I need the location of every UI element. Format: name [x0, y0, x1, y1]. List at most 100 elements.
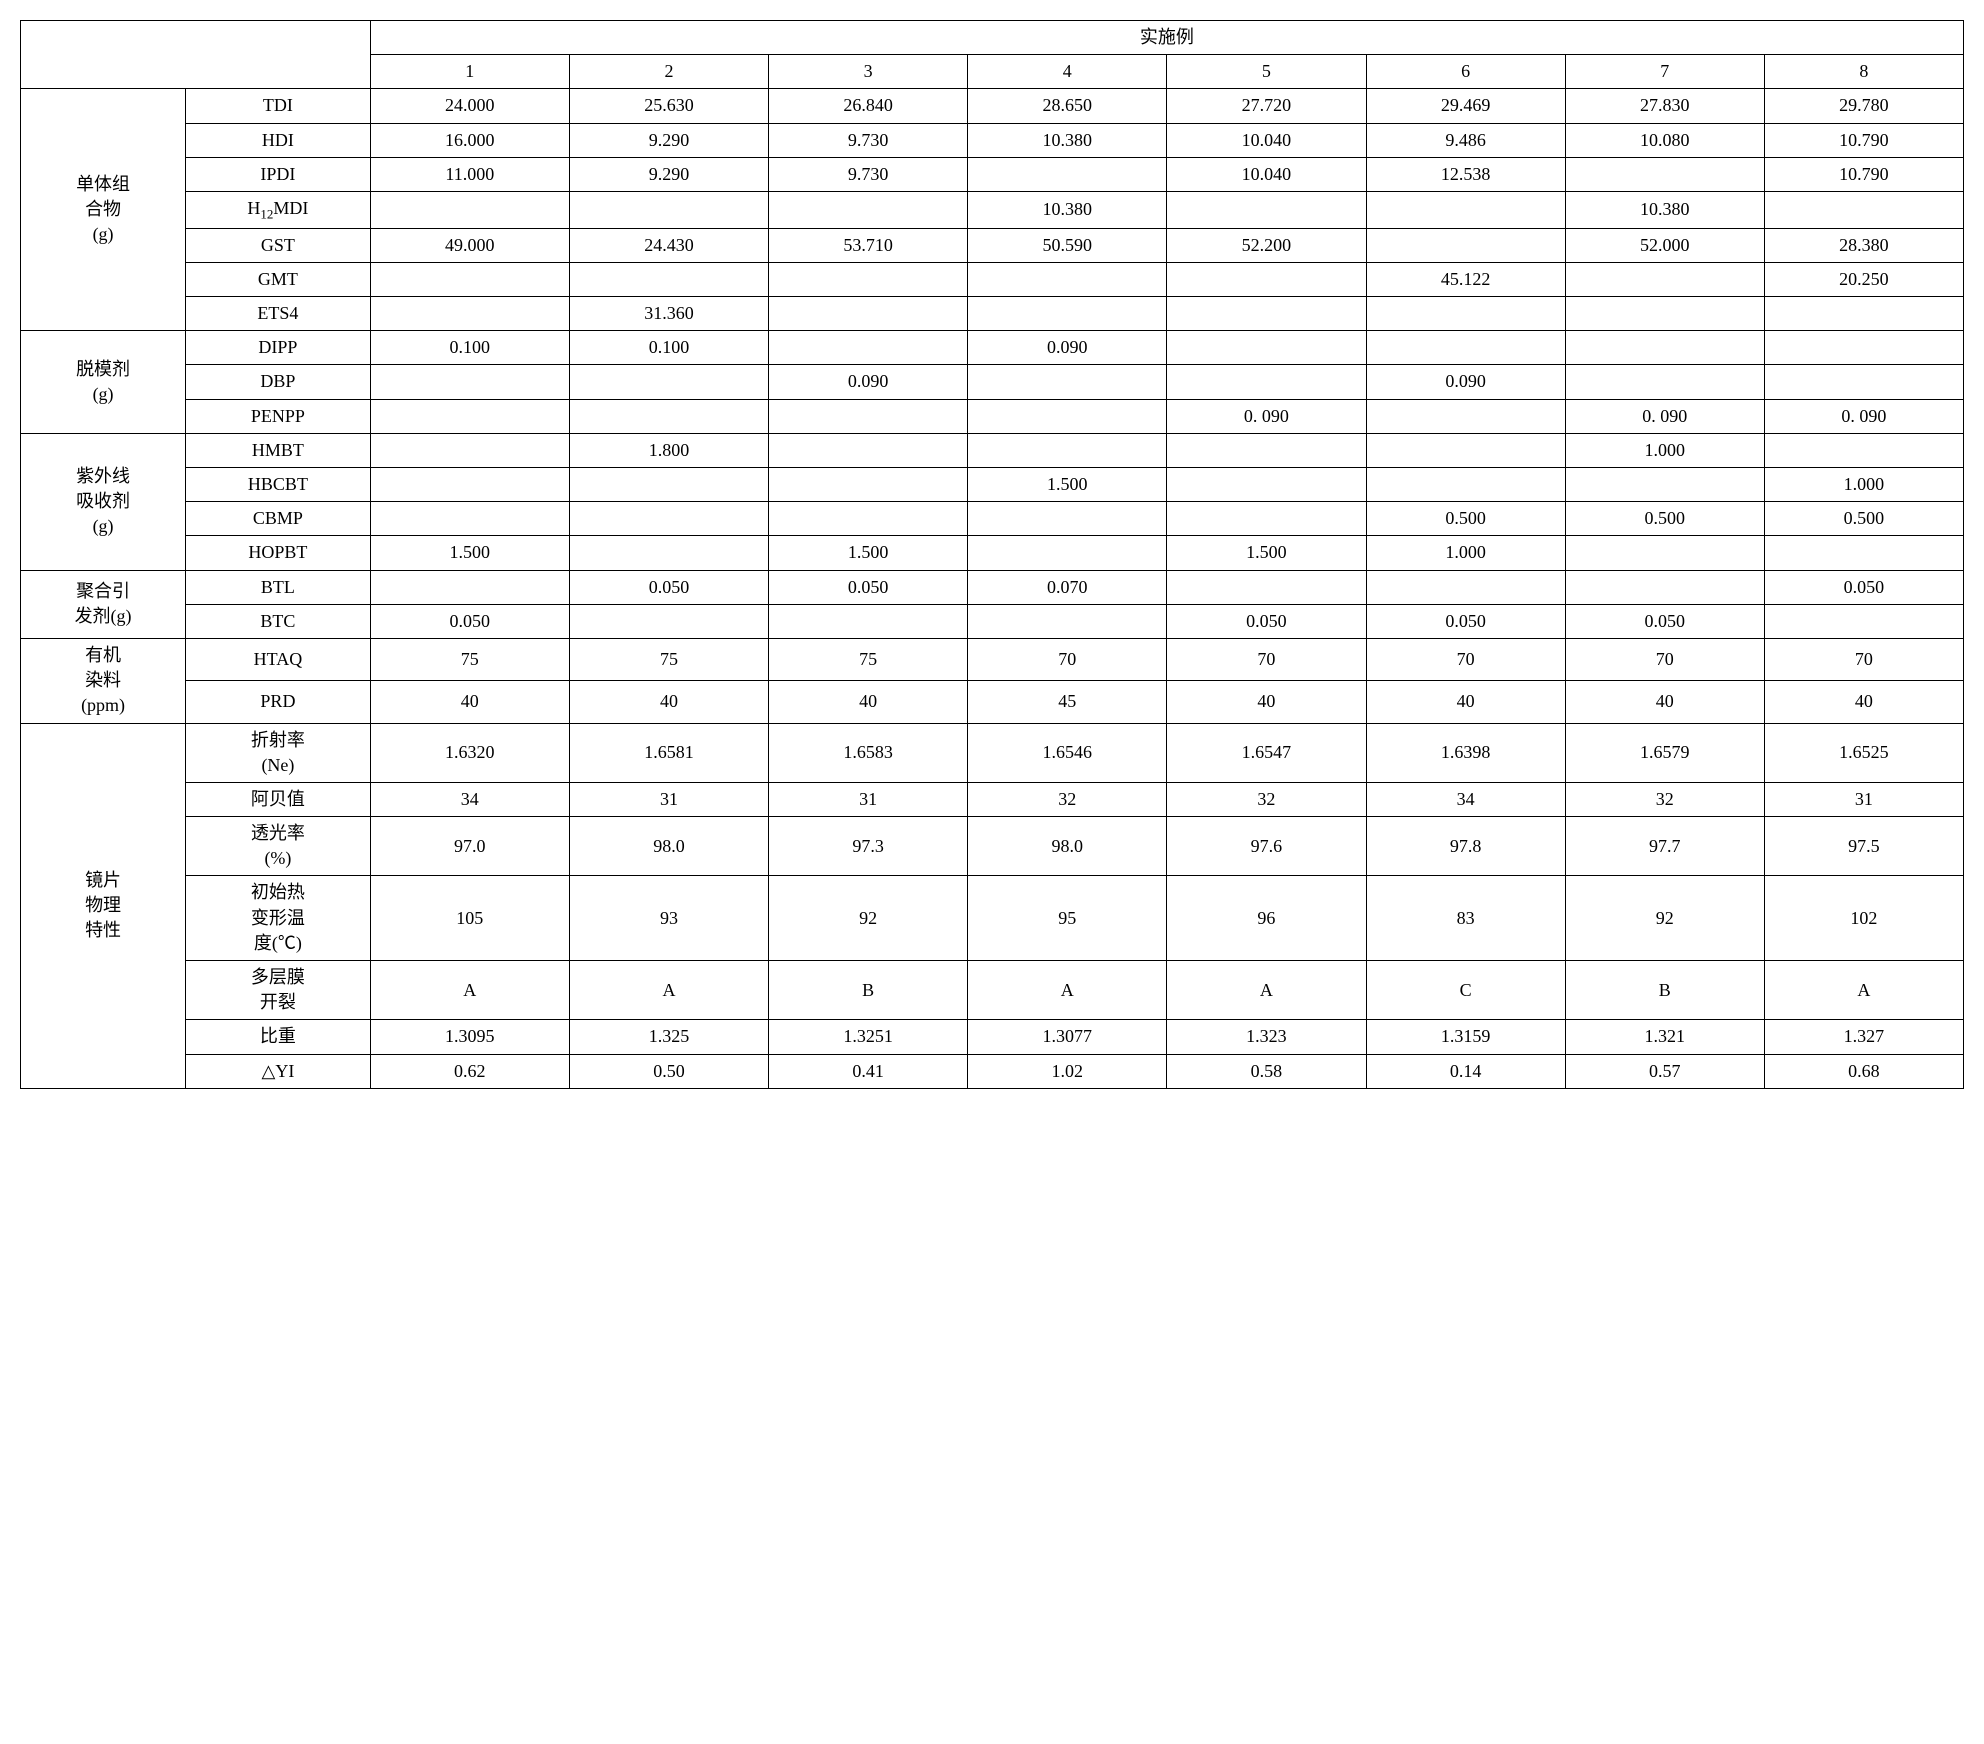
cell: 1.323: [1167, 1020, 1366, 1054]
cell: 1.500: [370, 536, 569, 570]
cell: [769, 604, 968, 638]
cell: 10.790: [1764, 157, 1963, 191]
cell: 0.050: [1167, 604, 1366, 638]
cell: [1366, 191, 1565, 228]
cell: 1.321: [1565, 1020, 1764, 1054]
row-label: TDI: [186, 89, 371, 123]
cell: 16.000: [370, 123, 569, 157]
cell: [1167, 433, 1366, 467]
cell: [1565, 570, 1764, 604]
group-label: 紫外线吸收剂(g): [21, 433, 186, 570]
cell: A: [1167, 961, 1366, 1020]
cell: 26.840: [769, 89, 968, 123]
cell: 31: [769, 782, 968, 816]
cell: 9.290: [569, 123, 768, 157]
cell: 98.0: [569, 817, 768, 876]
cell: A: [569, 961, 768, 1020]
cell: 1.6583: [769, 723, 968, 782]
cell: [1366, 468, 1565, 502]
cell: 12.538: [1366, 157, 1565, 191]
cell: 0.62: [370, 1054, 569, 1088]
cell: [1167, 502, 1366, 536]
cell: [968, 262, 1167, 296]
cell: 9.290: [569, 157, 768, 191]
cell: 0.58: [1167, 1054, 1366, 1088]
cell: 31: [1764, 782, 1963, 816]
cell: 98.0: [968, 817, 1167, 876]
cell: [370, 365, 569, 399]
cell: [370, 191, 569, 228]
cell: 97.5: [1764, 817, 1963, 876]
cell: 29.780: [1764, 89, 1963, 123]
cell: 40: [769, 681, 968, 723]
cell: 1.000: [1565, 433, 1764, 467]
cell: 1.325: [569, 1020, 768, 1054]
cell: 1.500: [968, 468, 1167, 502]
cell: [1366, 433, 1565, 467]
cell: 96: [1167, 876, 1366, 961]
cell: [1764, 604, 1963, 638]
cell: 93: [569, 876, 768, 961]
group-label: 脱模剂(g): [21, 331, 186, 434]
cell: 1.6525: [1764, 723, 1963, 782]
cell: [370, 399, 569, 433]
cell: [769, 399, 968, 433]
row-label: GST: [186, 228, 371, 262]
cell: 0.050: [1764, 570, 1963, 604]
col-header-1: 1: [370, 55, 569, 89]
row-label: HMBT: [186, 433, 371, 467]
row-label: HTAQ: [186, 638, 371, 680]
row-label: DIPP: [186, 331, 371, 365]
cell: 97.7: [1565, 817, 1764, 876]
group-label: 单体组合物(g): [21, 89, 186, 331]
col-header-5: 5: [1167, 55, 1366, 89]
cell: 32: [1167, 782, 1366, 816]
cell: 1.000: [1366, 536, 1565, 570]
cell: [370, 468, 569, 502]
cell: [569, 191, 768, 228]
cell: 27.720: [1167, 89, 1366, 123]
cell: 24.430: [569, 228, 768, 262]
cell: 0.68: [1764, 1054, 1963, 1088]
cell: 45.122: [1366, 262, 1565, 296]
row-label: PENPP: [186, 399, 371, 433]
cell: 11.000: [370, 157, 569, 191]
cell: [769, 468, 968, 502]
cell: [769, 297, 968, 331]
cell: 40: [370, 681, 569, 723]
cell: 83: [1366, 876, 1565, 961]
cell: [769, 433, 968, 467]
cell: [1764, 365, 1963, 399]
row-label: △YI: [186, 1054, 371, 1088]
cell: 0.14: [1366, 1054, 1565, 1088]
row-label: IPDI: [186, 157, 371, 191]
cell: 0.050: [1565, 604, 1764, 638]
row-label: GMT: [186, 262, 371, 296]
cell: [1167, 262, 1366, 296]
cell: 0.050: [370, 604, 569, 638]
cell: 10.080: [1565, 123, 1764, 157]
row-label: H12MDI: [186, 191, 371, 228]
cell: 0.100: [370, 331, 569, 365]
cell: B: [769, 961, 968, 1020]
row-label: BTL: [186, 570, 371, 604]
cell: [1764, 433, 1963, 467]
cell: 1.3095: [370, 1020, 569, 1054]
cell: 92: [1565, 876, 1764, 961]
cell: C: [1366, 961, 1565, 1020]
row-label: ETS4: [186, 297, 371, 331]
cell: 1.3077: [968, 1020, 1167, 1054]
cell: 0.50: [569, 1054, 768, 1088]
cell: 32: [968, 782, 1167, 816]
cell: 9.730: [769, 157, 968, 191]
cell: 1.6546: [968, 723, 1167, 782]
cell: [1167, 191, 1366, 228]
cell: [1565, 331, 1764, 365]
cell: 24.000: [370, 89, 569, 123]
cell: [370, 502, 569, 536]
cell: 0.070: [968, 570, 1167, 604]
cell: [1565, 262, 1764, 296]
cell: 1.6581: [569, 723, 768, 782]
cell: A: [1764, 961, 1963, 1020]
cell: 70: [1565, 638, 1764, 680]
